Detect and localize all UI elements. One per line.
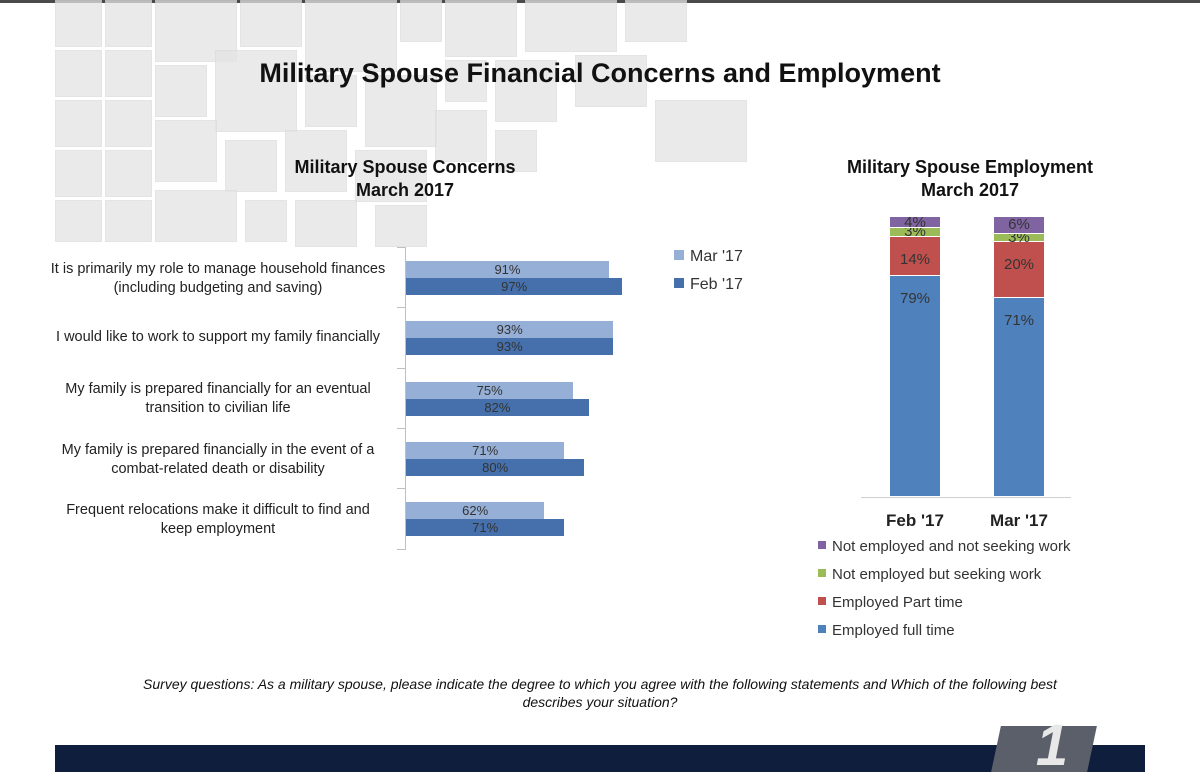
bar-feb-17 xyxy=(406,278,623,295)
bar-value-label-mar: 62% xyxy=(462,503,489,519)
bar-feb-17 xyxy=(406,398,589,416)
bar-mar-17 xyxy=(406,502,545,520)
legend-item: Feb '17 xyxy=(674,276,743,294)
stack-segment xyxy=(994,217,1044,234)
stack-segment xyxy=(994,233,1044,243)
legend-label: Not employed but seeking work xyxy=(832,566,1042,583)
legend-item: Employed full time xyxy=(818,622,955,639)
concerns-chart-subtitle: March 2017 xyxy=(355,180,455,200)
legend-label: Employed full time xyxy=(832,622,955,639)
category-axis xyxy=(861,497,1071,498)
legend-swatch xyxy=(818,597,826,605)
decorative-background-pattern xyxy=(55,0,755,250)
stack-segment xyxy=(890,275,940,497)
axis-tick xyxy=(397,488,405,490)
bar-mar-17 xyxy=(406,441,565,459)
legend-label: Feb '17 xyxy=(690,276,743,293)
bar-feb-17 xyxy=(406,519,565,537)
bar-value-label-feb: 80% xyxy=(482,459,509,475)
page-title: Military Spouse Financial Concerns and E… xyxy=(259,58,941,88)
segment-value-label: 14% xyxy=(899,250,931,268)
category-axis-label: Mar '17 xyxy=(990,511,1048,530)
stack-segment xyxy=(890,228,940,237)
bar-value-label-mar: 91% xyxy=(494,262,521,277)
concerns-value-axis xyxy=(405,247,406,550)
segment-value-label: 6% xyxy=(1008,216,1030,234)
category-label: I would like to work to support my famil… xyxy=(48,328,388,347)
stack-segment xyxy=(994,298,1044,497)
concerns-chart-title: Military Spouse Concerns xyxy=(294,157,516,177)
legend-swatch xyxy=(818,625,826,633)
legend-swatch xyxy=(818,541,826,549)
bar-value-label-feb: 93% xyxy=(496,339,523,355)
bar-value-label-mar: 71% xyxy=(472,442,499,458)
category-axis-label: Feb '17 xyxy=(886,511,944,530)
category-label: It is primarily my role to manage househ… xyxy=(48,260,388,298)
bar-feb-17 xyxy=(406,338,614,356)
legend-item: Not employed but seeking work xyxy=(818,566,1041,583)
legend-swatch xyxy=(674,278,684,288)
bar-mar-17 xyxy=(406,321,614,339)
bar-value-label-feb: 71% xyxy=(472,520,499,536)
stack-segment xyxy=(994,242,1044,299)
segment-value-label: 71% xyxy=(1003,312,1035,330)
category-label: My family is prepared financially in the… xyxy=(48,441,388,479)
legend-item: Not employed and not seeking work xyxy=(818,538,1070,555)
category-label-line: My family is prepared financially in the… xyxy=(61,442,375,458)
segment-value-label: 79% xyxy=(899,289,931,307)
stack-segment xyxy=(890,217,940,229)
segment-value-label: 20% xyxy=(1003,256,1035,274)
bar-mar-17 xyxy=(406,381,574,399)
bar-value-label-feb: 82% xyxy=(484,399,511,415)
category-label-line: Frequent relocations make it difficult t… xyxy=(66,502,370,518)
employment-chart-title: Military Spouse Employment xyxy=(846,157,1094,177)
bar-feb-17 xyxy=(406,458,585,476)
legend-label: Not employed and not seeking work xyxy=(832,538,1071,555)
bar-value-label-mar: 93% xyxy=(496,322,523,338)
legend-label: Mar '17 xyxy=(690,248,743,265)
category-label-line: keep employment xyxy=(160,521,276,537)
employment-chart-subtitle: March 2017 xyxy=(920,180,1020,200)
stack-segment xyxy=(890,236,940,276)
axis-tick xyxy=(397,307,405,309)
axis-tick xyxy=(397,367,405,369)
category-label: Frequent relocations make it difficult t… xyxy=(48,501,388,539)
footer-logo: 1 xyxy=(1035,713,1069,778)
axis-tick xyxy=(397,247,405,248)
category-label-line: It is primarily my role to manage househ… xyxy=(50,261,386,277)
survey-footnote: Survey questions: As a military spouse, … xyxy=(143,676,1057,710)
legend-swatch xyxy=(674,250,684,260)
axis-tick xyxy=(397,548,405,550)
category-label-line: (including budgeting and saving) xyxy=(113,280,323,296)
axis-tick xyxy=(397,427,405,429)
category-label-line: My family is prepared financially for an… xyxy=(65,381,371,397)
concerns-chart-title-block: Military Spouse Concerns March 2017 xyxy=(255,156,555,202)
category-label-line: I would like to work to support my famil… xyxy=(56,329,380,345)
bar-value-label-feb: 97% xyxy=(501,279,528,294)
employment-chart-title-block: Military Spouse Employment March 2017 xyxy=(820,156,1120,202)
legend-label: Employed Part time xyxy=(832,594,963,611)
category-label-line: transition to civilian life xyxy=(145,400,291,416)
bar-value-label-mar: 75% xyxy=(476,382,503,398)
legend-item: Mar '17 xyxy=(674,248,743,266)
legend-item: Employed Part time xyxy=(818,594,963,611)
category-label-line: combat-related death or disability xyxy=(111,461,325,477)
footer-band xyxy=(55,745,1145,772)
legend-swatch xyxy=(818,569,826,577)
category-label: My family is prepared financially for an… xyxy=(48,380,388,418)
bar-mar-17 xyxy=(406,261,609,278)
segment-value-label: 4% xyxy=(904,213,926,231)
